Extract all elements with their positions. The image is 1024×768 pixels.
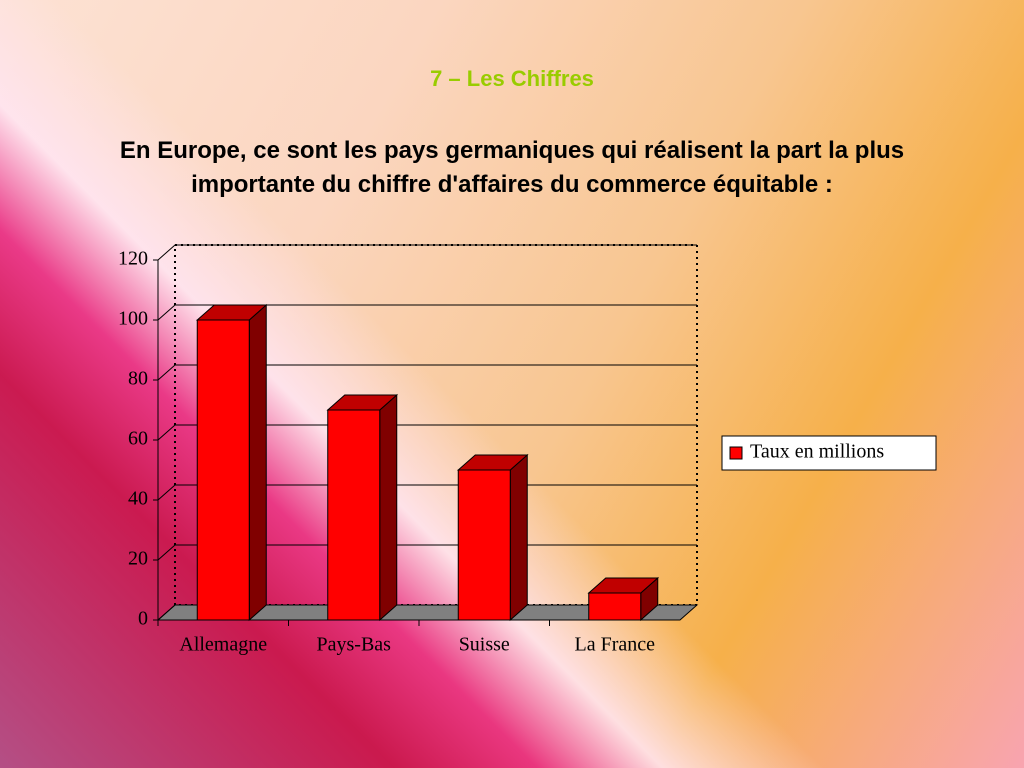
bar-side — [509, 453, 528, 622]
slide-title: 7 – Les Chiffres — [430, 66, 594, 91]
bar-front — [327, 409, 381, 621]
bar — [587, 576, 660, 622]
y-tick-label: 100 — [118, 308, 148, 330]
bar — [456, 453, 529, 622]
x-tick-label: Allemagne — [179, 634, 267, 656]
x-tick-label: Suisse — [459, 634, 510, 656]
slide-subtitle: En Europe, ce sont les pays germaniques … — [119, 137, 905, 198]
y-tick-label: 40 — [128, 488, 148, 510]
grid-line — [157, 424, 697, 441]
legend-box — [721, 435, 937, 471]
bar-side — [248, 303, 267, 622]
y-tick-label: 0 — [138, 608, 148, 630]
y-tick-label: 20 — [128, 548, 148, 570]
y-tick-label: 80 — [128, 368, 148, 390]
bar-front — [588, 592, 642, 621]
grid-line — [157, 304, 697, 321]
bar-front — [196, 319, 250, 621]
bar — [195, 303, 268, 622]
legend-swatch — [729, 446, 743, 460]
legend-label: Taux en millions — [750, 441, 884, 463]
bar-side — [379, 393, 398, 622]
bar-front — [457, 469, 511, 621]
x-tick-label: Pays-Bas — [317, 634, 392, 656]
bar — [326, 393, 399, 622]
grid-line — [157, 244, 697, 261]
x-tick-label: La France — [574, 634, 655, 656]
y-tick-label: 120 — [118, 248, 148, 270]
grid-line — [157, 364, 697, 381]
y-tick-label: 60 — [128, 428, 148, 450]
